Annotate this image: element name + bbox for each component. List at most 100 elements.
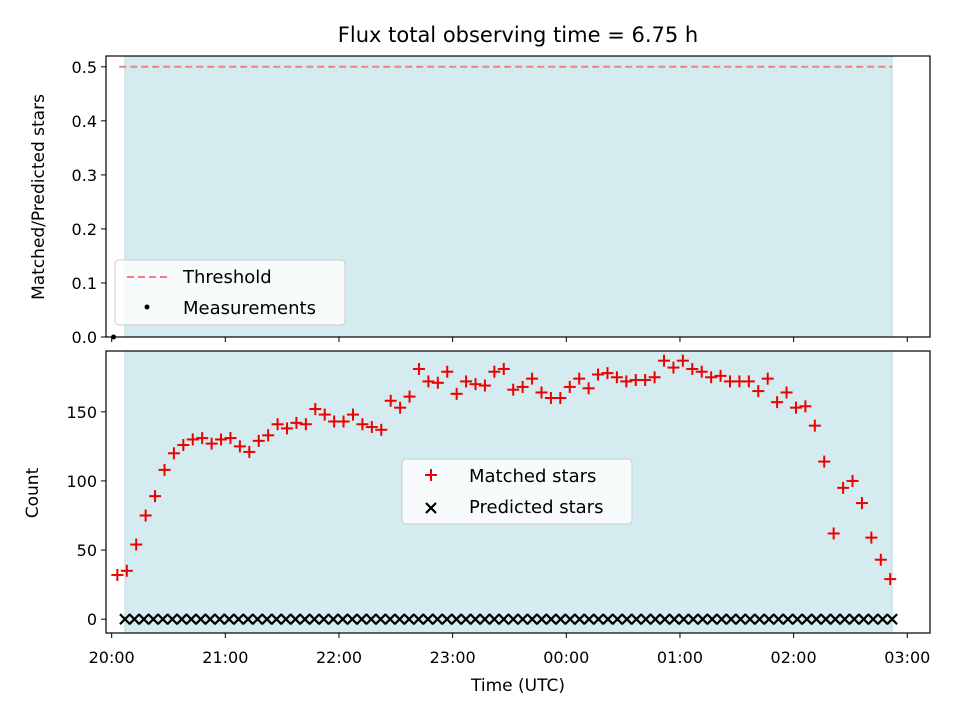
bottom-legend: Matched stars Predicted stars (401, 458, 633, 525)
predicted-star-50 (592, 613, 605, 625)
matched-star-5 (158, 463, 171, 476)
matched-star-57 (648, 371, 661, 384)
bottom-panel-frame (105, 350, 931, 634)
matched-star-9 (196, 432, 209, 445)
predicted-star-74 (820, 613, 832, 625)
matched-star-56 (639, 374, 652, 387)
matched-star-20 (299, 418, 312, 431)
matched-star-73 (799, 400, 812, 413)
matched-star-82 (884, 573, 897, 586)
matched-star-8 (186, 433, 199, 446)
predicted-star-44 (535, 613, 548, 625)
predicted-star-61 (696, 613, 709, 625)
predicted-star-16 (270, 613, 283, 625)
predicted-star-3 (147, 613, 160, 625)
predicted-star-79 (867, 613, 879, 625)
matched-star-30 (394, 401, 407, 414)
matched-star-81 (874, 553, 887, 566)
matched-star-21 (309, 403, 322, 416)
predicted-star-56 (649, 613, 662, 625)
legend-matched-swatch (425, 469, 437, 481)
predicted-star-24 (346, 613, 359, 625)
predicted-star-12 (232, 613, 245, 625)
predicted-star-81 (886, 613, 898, 625)
chart-title: Flux total observing time = 6.75 h (338, 23, 698, 47)
matched-star-12 (224, 432, 237, 445)
matched-star-29 (384, 394, 397, 407)
matched-star-7 (177, 439, 190, 451)
matched-star-47 (554, 392, 567, 404)
matched-star-28 (375, 423, 388, 436)
predicted-star-51 (602, 613, 614, 625)
matched-star-6 (167, 447, 180, 460)
matched-star-1 (120, 564, 133, 577)
predicted-star-57 (659, 613, 671, 625)
predicted-star-31 (412, 613, 425, 625)
matched-star-70 (771, 396, 784, 409)
predicted-star-17 (280, 613, 292, 625)
matched-star-26 (356, 418, 369, 431)
predicted-star-7 (185, 613, 198, 625)
matched-star-35 (441, 365, 454, 378)
matched-star-17 (271, 418, 284, 431)
matched-star-64 (714, 369, 727, 382)
bottom-y-tick-label-2: 100 (66, 472, 97, 491)
matched-star-59 (667, 361, 680, 374)
predicted-star-19 (299, 613, 311, 625)
predicted-star-34 (441, 613, 453, 625)
matched-star-39 (478, 379, 491, 392)
matched-star-44 (526, 372, 539, 385)
top-y-tick-label-4: 0.4 (72, 112, 97, 131)
predicted-star-27 (374, 613, 387, 625)
matched-star-27 (365, 421, 378, 434)
predicted-star-25 (355, 613, 368, 625)
matched-star-79 (855, 497, 868, 510)
top-y-axis-label: Matched/Predicted stars (29, 94, 49, 300)
matched-star-68 (752, 385, 765, 398)
matched-star-76 (827, 527, 840, 540)
matched-star-43 (516, 380, 529, 393)
predicted-star-47 (564, 613, 576, 625)
top-y-tick-label-0: 0.0 (72, 328, 97, 347)
matched-star-52 (601, 367, 614, 380)
matched-star-3 (139, 509, 152, 522)
predicted-star-13 (242, 613, 254, 625)
predicted-star-41 (507, 613, 520, 625)
matched-star-75 (818, 455, 831, 468)
x-tick-label-5: 01:00 (657, 648, 703, 667)
x-tick-label-7: 03:00 (884, 648, 930, 667)
predicted-star-55 (640, 613, 652, 625)
predicted-star-0 (119, 613, 131, 625)
matched-star-2 (130, 538, 143, 551)
top-y-tick-label-5: 0.5 (72, 58, 97, 77)
x-tick-label-2: 22:00 (316, 648, 362, 667)
matched-star-45 (535, 386, 548, 399)
matched-star-67 (742, 375, 755, 388)
matched-star-22 (318, 408, 331, 421)
predicted-star-1 (128, 613, 141, 625)
x-axis-label: Time (UTC) (470, 676, 565, 696)
predicted-star-67 (753, 613, 766, 625)
predicted-star-21 (318, 613, 330, 625)
matched-star-78 (846, 474, 859, 487)
bottom-y-tick-label-0: 0 (87, 610, 97, 629)
matched-star-54 (620, 375, 633, 388)
predicted-star-38 (479, 613, 491, 625)
matched-star-18 (281, 422, 294, 435)
x-tick-label-1: 21:00 (202, 648, 248, 667)
matched-star-62 (695, 365, 708, 378)
matched-star-53 (610, 371, 623, 384)
predicted-star-77 (848, 613, 861, 625)
predicted-star-59 (677, 613, 690, 625)
matched-star-13 (233, 440, 246, 453)
matched-star-72 (789, 401, 802, 414)
legend-measurements-swatch (144, 304, 150, 310)
predicted-star-39 (488, 613, 501, 625)
predicted-star-63 (715, 613, 728, 625)
matched-star-10 (205, 437, 218, 450)
predicted-star-69 (772, 613, 785, 625)
bottom-y-axis-label: Count (23, 467, 43, 518)
matched-star-63 (705, 371, 718, 384)
predicted-star-33 (431, 613, 444, 625)
